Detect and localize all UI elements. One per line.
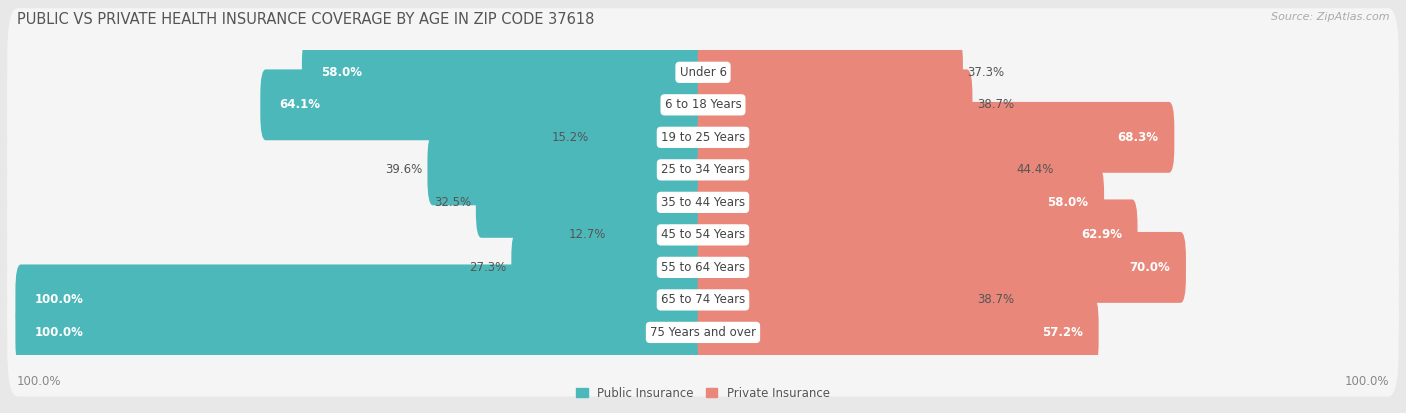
FancyBboxPatch shape <box>697 102 1174 173</box>
Text: 32.5%: 32.5% <box>434 196 471 209</box>
Text: 19 to 25 Years: 19 to 25 Years <box>661 131 745 144</box>
Text: 75 Years and over: 75 Years and over <box>650 326 756 339</box>
Text: 64.1%: 64.1% <box>280 98 321 112</box>
Text: 65 to 74 Years: 65 to 74 Years <box>661 293 745 306</box>
Text: 70.0%: 70.0% <box>1129 261 1170 274</box>
Text: 45 to 54 Years: 45 to 54 Years <box>661 228 745 241</box>
Text: 25 to 34 Years: 25 to 34 Years <box>661 164 745 176</box>
FancyBboxPatch shape <box>427 134 709 205</box>
Text: 57.2%: 57.2% <box>1042 326 1083 339</box>
Text: 27.3%: 27.3% <box>470 261 506 274</box>
Legend: Public Insurance, Private Insurance: Public Insurance, Private Insurance <box>571 382 835 404</box>
FancyBboxPatch shape <box>697 232 1185 303</box>
FancyBboxPatch shape <box>7 236 1399 364</box>
FancyBboxPatch shape <box>697 37 963 108</box>
FancyBboxPatch shape <box>697 264 973 335</box>
FancyBboxPatch shape <box>7 106 1399 234</box>
FancyBboxPatch shape <box>7 41 1399 169</box>
Text: 68.3%: 68.3% <box>1118 131 1159 144</box>
FancyBboxPatch shape <box>593 102 709 173</box>
FancyBboxPatch shape <box>7 171 1399 299</box>
Text: 12.7%: 12.7% <box>569 228 606 241</box>
FancyBboxPatch shape <box>15 264 709 335</box>
FancyBboxPatch shape <box>697 199 1137 271</box>
FancyBboxPatch shape <box>7 8 1399 136</box>
FancyBboxPatch shape <box>7 268 1399 396</box>
Text: 100.0%: 100.0% <box>35 293 83 306</box>
Text: 44.4%: 44.4% <box>1017 164 1053 176</box>
FancyBboxPatch shape <box>697 134 1011 205</box>
Text: 55 to 64 Years: 55 to 64 Years <box>661 261 745 274</box>
Text: 38.7%: 38.7% <box>977 293 1014 306</box>
FancyBboxPatch shape <box>302 37 709 108</box>
Text: 37.3%: 37.3% <box>967 66 1005 79</box>
Text: 62.9%: 62.9% <box>1081 228 1122 241</box>
FancyBboxPatch shape <box>612 199 709 271</box>
FancyBboxPatch shape <box>7 73 1399 202</box>
FancyBboxPatch shape <box>475 167 709 238</box>
FancyBboxPatch shape <box>260 69 709 140</box>
FancyBboxPatch shape <box>512 232 709 303</box>
Text: Source: ZipAtlas.com: Source: ZipAtlas.com <box>1271 12 1389 22</box>
Text: 38.7%: 38.7% <box>977 98 1014 112</box>
FancyBboxPatch shape <box>7 138 1399 266</box>
Text: 35 to 44 Years: 35 to 44 Years <box>661 196 745 209</box>
FancyBboxPatch shape <box>697 297 1098 368</box>
Text: Under 6: Under 6 <box>679 66 727 79</box>
Text: PUBLIC VS PRIVATE HEALTH INSURANCE COVERAGE BY AGE IN ZIP CODE 37618: PUBLIC VS PRIVATE HEALTH INSURANCE COVER… <box>17 12 595 27</box>
Text: 15.2%: 15.2% <box>551 131 589 144</box>
Text: 100.0%: 100.0% <box>35 326 83 339</box>
FancyBboxPatch shape <box>7 203 1399 332</box>
FancyBboxPatch shape <box>697 69 973 140</box>
Text: 58.0%: 58.0% <box>1047 196 1088 209</box>
Text: 39.6%: 39.6% <box>385 164 423 176</box>
Text: 100.0%: 100.0% <box>17 375 62 388</box>
FancyBboxPatch shape <box>697 167 1104 238</box>
Text: 58.0%: 58.0% <box>321 66 361 79</box>
FancyBboxPatch shape <box>15 297 709 368</box>
Text: 6 to 18 Years: 6 to 18 Years <box>665 98 741 112</box>
Text: 100.0%: 100.0% <box>1344 375 1389 388</box>
